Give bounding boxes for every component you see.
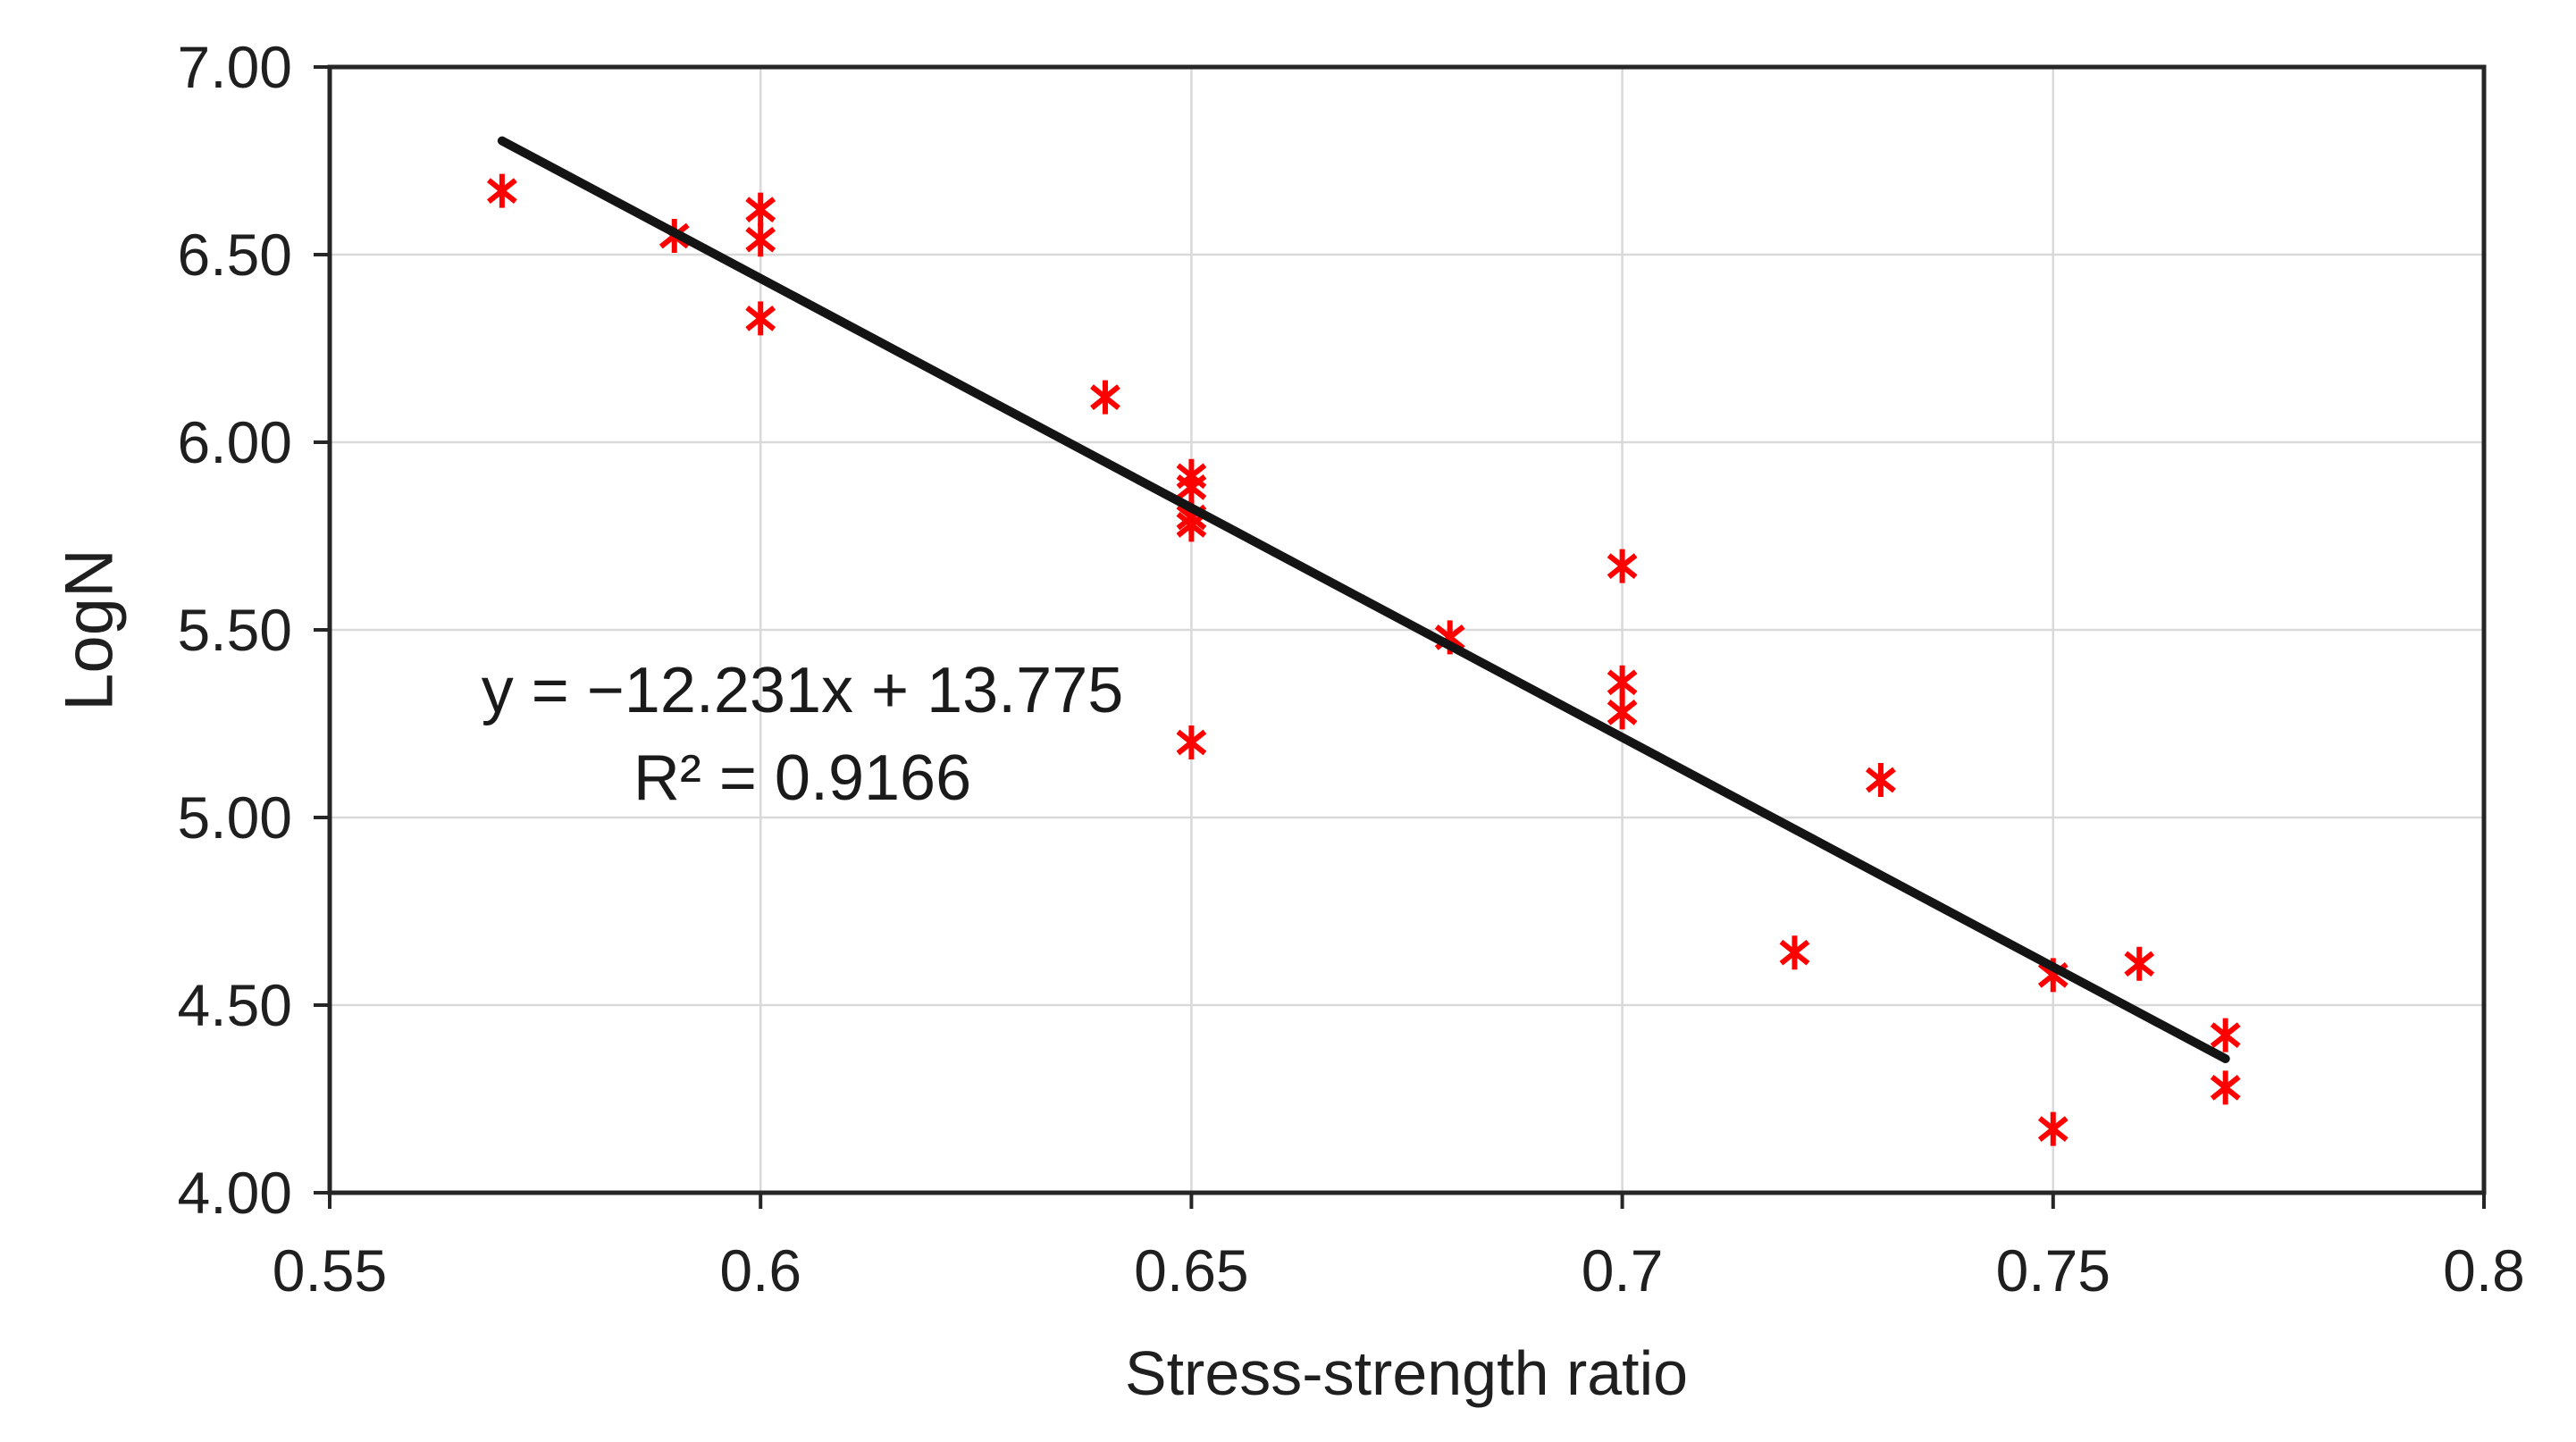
y-tick-label: 4.00 — [178, 1160, 292, 1226]
y-tick-label: 6.50 — [178, 222, 292, 288]
y-tick-label: 5.50 — [178, 597, 292, 663]
data-point-marker — [1176, 725, 1207, 759]
data-point-marker — [2210, 1018, 2241, 1052]
trendline-equation-text: y = −12.231x + 13.775 — [481, 655, 1124, 726]
x-tick-label: 0.8 — [2443, 1237, 2525, 1304]
x-tick-label: 0.65 — [1134, 1237, 1248, 1304]
y-tick-label: 5.00 — [178, 784, 292, 851]
y-axis-title: LogN — [51, 549, 128, 711]
data-point-marker — [1607, 549, 1638, 583]
data-point-marker — [745, 301, 776, 336]
data-point-marker — [2210, 1070, 2241, 1105]
x-tick-label: 0.55 — [273, 1237, 387, 1304]
x-tick-label: 0.75 — [1996, 1237, 2110, 1304]
r-squared-text: R² = 0.9166 — [633, 742, 972, 814]
data-point-marker — [1176, 470, 1207, 505]
data-point-marker — [1779, 935, 1810, 970]
data-point-marker — [1866, 763, 1896, 797]
data-point-marker — [1090, 380, 1120, 415]
data-point-marker — [2124, 946, 2155, 981]
y-tick-label: 6.00 — [178, 409, 292, 475]
y-tick-label: 7.00 — [178, 34, 292, 100]
x-axis-title: Stress-strength ratio — [1124, 1338, 1689, 1408]
trend-line — [497, 136, 2230, 1064]
data-point-marker — [745, 192, 776, 227]
y-tick-label: 4.50 — [178, 972, 292, 1038]
data-point-marker — [1607, 665, 1638, 700]
x-tick-label: 0.7 — [1582, 1237, 1664, 1304]
data-point-marker — [745, 222, 776, 257]
data-point-marker — [2037, 1111, 2068, 1146]
data-point-marker — [487, 173, 517, 208]
trendline-equation-annotation: y = −12.231x + 13.775 R² = 0.9166 — [482, 647, 1124, 822]
data-point-marker — [1607, 695, 1638, 730]
x-tick-label: 0.6 — [719, 1237, 801, 1304]
